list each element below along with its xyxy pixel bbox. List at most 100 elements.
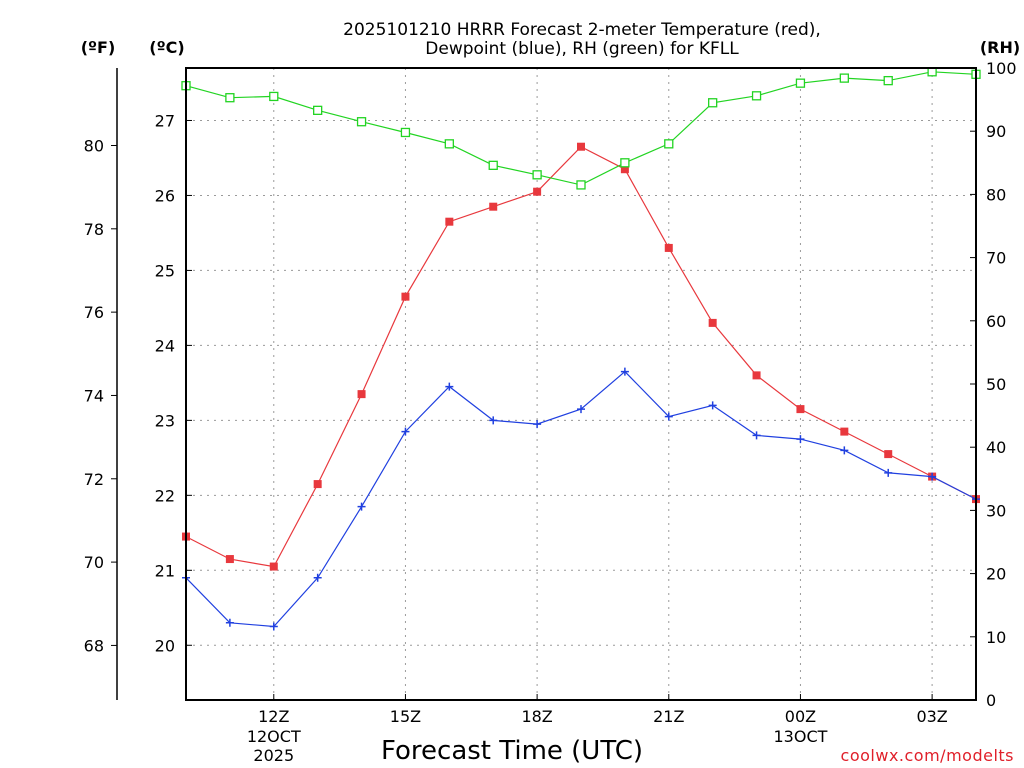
relative-humidity-point-25 bbox=[839, 73, 849, 83]
rh-tick-label-60: 60 bbox=[986, 312, 1006, 331]
time-tick-label-03Z: 03Z bbox=[916, 707, 947, 726]
dewpoint-point-16 bbox=[445, 382, 454, 391]
fahrenheit-tick-label-76: 76 bbox=[84, 303, 104, 322]
relative-humidity-point-24 bbox=[795, 78, 806, 88]
celsius-unit-label: (ºC) bbox=[149, 38, 184, 57]
relative-humidity-point-15 bbox=[400, 127, 411, 138]
rh-tick-label-70: 70 bbox=[986, 249, 1006, 268]
source-credit: coolwx.com/modelts bbox=[841, 746, 1014, 765]
time-tick-label-12Z: 12Z bbox=[258, 707, 289, 726]
relative-humidity-point-19 bbox=[576, 180, 586, 190]
relative-humidity-line bbox=[185, 71, 977, 186]
plot-frame bbox=[185, 67, 977, 701]
rh-tick-label-90: 90 bbox=[986, 122, 1006, 141]
2-meter-temperature-point-18 bbox=[533, 187, 542, 196]
fahrenheit-tick-label-80: 80 bbox=[84, 136, 104, 155]
rh-tick-label-50: 50 bbox=[986, 375, 1006, 394]
2-meter-temperature-point-12 bbox=[269, 562, 278, 571]
dewpoint-point-11 bbox=[225, 618, 234, 627]
dewpoint-point-19 bbox=[577, 405, 585, 414]
relative-humidity-point-23 bbox=[751, 91, 762, 101]
fahrenheit-tick-label-78: 78 bbox=[84, 220, 104, 239]
relative-humidity-point-17 bbox=[488, 160, 498, 170]
fahrenheit-tick-label-72: 72 bbox=[84, 470, 104, 489]
dewpoint-point-24 bbox=[796, 435, 805, 444]
dewpoint-point-13 bbox=[313, 573, 322, 582]
celsius-tick-label-21: 21 bbox=[155, 561, 175, 580]
time-tick-date-13OCT: 13OCT bbox=[773, 727, 827, 746]
rh-tick-label-40: 40 bbox=[986, 438, 1006, 457]
celsius-tick-label-22: 22 bbox=[155, 486, 175, 505]
rh-tick-label-20: 20 bbox=[986, 565, 1006, 584]
relative-humidity-point-16 bbox=[444, 139, 454, 149]
time-tick-label-00Z: 00Z bbox=[785, 707, 816, 726]
celsius-tick-label-25: 25 bbox=[155, 261, 175, 280]
2-meter-temperature-point-22 bbox=[708, 318, 717, 327]
relative-humidity-point-22 bbox=[708, 98, 718, 108]
dewpoint-point-14 bbox=[357, 502, 366, 511]
2-meter-temperature-point-21 bbox=[664, 243, 673, 252]
2-meter-temperature-point-26 bbox=[884, 450, 893, 459]
dewpoint-point-18 bbox=[533, 420, 542, 429]
dewpoint-point-26 bbox=[884, 468, 893, 477]
celsius-tick-label-23: 23 bbox=[155, 411, 175, 430]
time-tick-label-18Z: 18Z bbox=[521, 707, 552, 726]
chart-title-line-1: 2025101210 HRRR Forecast 2-meter Tempera… bbox=[343, 20, 821, 40]
fahrenheit-axis-ticks: 68 70 72 74 76 78 80 bbox=[84, 136, 117, 655]
celsius-tick-label-24: 24 bbox=[155, 336, 175, 355]
time-tick-label-15Z: 15Z bbox=[390, 707, 421, 726]
2-meter-temperature-point-17 bbox=[489, 202, 498, 211]
fahrenheit-unit-label: (ºF) bbox=[81, 38, 116, 57]
dewpoint-point-21 bbox=[664, 412, 673, 421]
fahrenheit-tick-label-74: 74 bbox=[84, 386, 104, 405]
rh-tick-label-0: 0 bbox=[986, 691, 996, 710]
dewpoint-point-17 bbox=[489, 416, 498, 425]
grid-lines bbox=[186, 68, 976, 700]
rh-tick-label-100: 100 bbox=[986, 59, 1017, 78]
relative-humidity-point-11 bbox=[225, 93, 235, 103]
relative-humidity-point-21 bbox=[664, 139, 674, 149]
relative-humidity-point-14 bbox=[356, 117, 367, 127]
2-meter-temperature-point-14 bbox=[357, 390, 366, 399]
fahrenheit-tick-label-70: 70 bbox=[84, 553, 104, 572]
2-meter-temperature-point-11 bbox=[225, 555, 234, 564]
rh-tick-label-30: 30 bbox=[986, 501, 1006, 520]
2-meter-temperature-point-15 bbox=[401, 292, 410, 301]
rh-unit-label: (RH) bbox=[980, 38, 1020, 57]
time-tick-date-12OCT: 12OCT bbox=[247, 727, 301, 746]
data-series bbox=[181, 67, 981, 631]
relative-humidity-point-20 bbox=[620, 158, 630, 168]
chart-title-line-2: Dewpoint (blue), RH (green) for KFLL bbox=[425, 39, 739, 59]
relative-humidity-point-12 bbox=[269, 91, 279, 102]
rh-tick-label-80: 80 bbox=[986, 185, 1006, 204]
rh-tick-label-10: 10 bbox=[986, 628, 1006, 647]
2-meter-temperature-point-19 bbox=[577, 142, 585, 151]
celsius-tick-label-26: 26 bbox=[155, 186, 175, 205]
dewpoint-point-27 bbox=[928, 472, 937, 481]
2-meter-temperature-point-23 bbox=[752, 371, 761, 380]
2-meter-temperature-point-13 bbox=[313, 480, 322, 489]
relative-humidity-point-13 bbox=[313, 105, 323, 115]
2-meter-temperature-point-24 bbox=[796, 405, 805, 414]
2-meter-temperature-point-25 bbox=[840, 427, 849, 436]
dewpoint-point-25 bbox=[840, 446, 849, 455]
rh-axis-ticks: 0 10 20 30 40 50 60 70 80 90 100 bbox=[970, 59, 1017, 710]
dewpoint-point-22 bbox=[708, 401, 717, 410]
dewpoint-point-15 bbox=[401, 427, 410, 436]
dewpoint-point-20 bbox=[620, 367, 629, 376]
relative-humidity-point-26 bbox=[883, 75, 893, 86]
2-meter-temperature-point-20 bbox=[620, 165, 629, 174]
celsius-tick-label-27: 27 bbox=[155, 111, 175, 130]
celsius-axis-ticks: 20 21 22 23 24 25 26 27 bbox=[155, 111, 192, 655]
relative-humidity-point-18 bbox=[532, 170, 542, 180]
time-tick-label-21Z: 21Z bbox=[653, 707, 684, 726]
celsius-tick-label-20: 20 bbox=[155, 636, 175, 655]
2-meter-temperature-line bbox=[185, 145, 977, 568]
dewpoint-point-12 bbox=[269, 622, 278, 631]
x-axis-title: Forecast Time (UTC) bbox=[381, 736, 643, 766]
2-meter-temperature-point-16 bbox=[445, 217, 454, 226]
time-tick-date-2025: 2025 bbox=[253, 746, 294, 765]
fahrenheit-tick-label-68: 68 bbox=[84, 636, 104, 655]
